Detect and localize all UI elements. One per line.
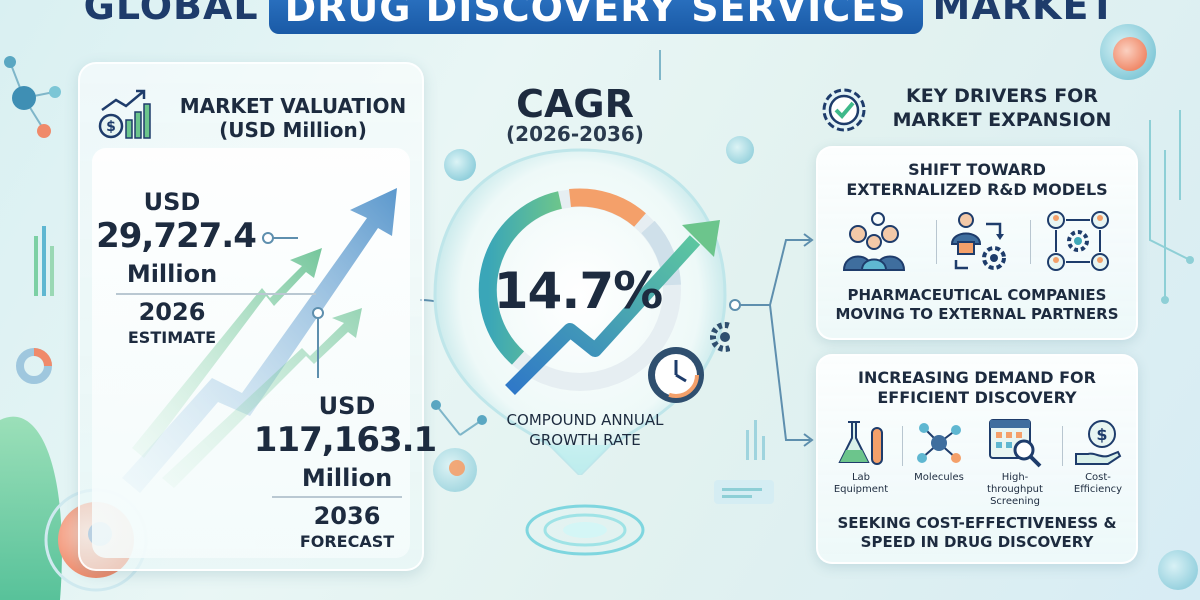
forecast-divider (272, 496, 402, 498)
card2-foot-line1: Seeking Cost-Effectiveness & (837, 514, 1117, 532)
molecule-icon (917, 423, 961, 463)
card1-head-line2: Externalized R&D Models (846, 180, 1108, 199)
title-part2: Market (932, 0, 1117, 28)
card2-head-line2: Efficient Discovery (877, 388, 1077, 407)
card1-separator-2 (1030, 220, 1031, 264)
cost-label-line1: Cost- (1085, 472, 1111, 483)
mv-title-line2: (USD Million) (219, 118, 367, 142)
item-lab-equipment: Lab Equipment (824, 418, 898, 504)
gauge-clock-icon (648, 322, 730, 403)
estimate-value: 29,727.4 (96, 216, 257, 256)
cagr-desc-line1: Compound Annual (506, 411, 664, 429)
transfer-icon (950, 212, 1006, 270)
dollar-chart-icon: $ (98, 89, 151, 139)
estimate-year: 2026 (138, 298, 206, 326)
cagr-title: CAGR (516, 82, 634, 126)
cagr-description: Compound Annual Growth Rate (470, 410, 700, 450)
card2-head-line1: Increasing Demand for (858, 368, 1096, 387)
kd-title-line1: Key Drivers for (906, 85, 1098, 107)
card2-separator-1 (902, 426, 903, 466)
screening-icon (989, 419, 1042, 468)
cagr-desc-line2: Growth Rate (529, 431, 641, 449)
cost-label-line2: Efficiency (1073, 484, 1123, 495)
item-molecules: Molecules (904, 418, 974, 504)
cost-efficiency-label: Cost- Efficiency (1064, 472, 1132, 496)
card2-footer: Seeking Cost-Effectiveness & Speed in Dr… (818, 514, 1136, 552)
cagr-years: (2026-2036) (506, 122, 644, 146)
team-icon (842, 212, 906, 271)
estimate-currency: USD (143, 188, 201, 216)
card1-foot-line2: Moving to External Partners (835, 305, 1119, 323)
card2-separator-2 (1062, 426, 1063, 466)
card1-heading: Shift Toward Externalized R&D Models (818, 160, 1136, 200)
cagr-base-glow (525, 504, 645, 556)
market-valuation-content: USD 29,727.4 Million 2026 Estimate USD 1… (92, 148, 437, 558)
market-valuation-panel: $ Market Valuation (USD Million) (78, 62, 437, 571)
forecast-currency: USD (318, 392, 376, 420)
estimate-divider (116, 293, 316, 295)
flask-icon (838, 421, 883, 465)
market-valuation-title: Market Valuation (USD Million) (168, 94, 418, 142)
mv-title-line1: Market Valuation (179, 94, 407, 118)
lab-equipment-label: Lab Equipment (824, 472, 898, 496)
card1-foot-line1: Pharmaceutical Companies (847, 286, 1107, 304)
forecast-label: Forecast (299, 532, 395, 551)
screening-label: High-throughput Screening (974, 472, 1056, 508)
lab-label-line1: Lab (851, 472, 871, 483)
title-highlight: Drug Discovery Services (268, 0, 923, 34)
network-icon (1047, 211, 1109, 271)
screening-label-line1: High-throughput (987, 472, 1043, 495)
molecules-label-line1: Molecules (914, 472, 964, 483)
card1-footer: Pharmaceutical Companies Moving to Exter… (818, 286, 1136, 324)
forecast-unit: Million (301, 464, 393, 492)
forecast-value: 117,163.1 (253, 420, 437, 460)
estimate-label: Estimate (127, 328, 217, 347)
kd-title-line2: Market Expansion (892, 109, 1112, 131)
gear-check-icon (822, 88, 866, 132)
svg-text:$: $ (106, 119, 116, 135)
item-cost-efficiency: $ Cost- Efficiency (1064, 418, 1132, 504)
cagr-value: 14.7% (493, 262, 663, 320)
driver-card-efficient-discovery: Increasing Demand for Efficient Discover… (816, 354, 1138, 564)
growth-arrows (122, 188, 397, 493)
screening-label-line2: Screening (990, 496, 1040, 507)
molecules-label: Molecules (904, 472, 974, 484)
card2-heading: Increasing Demand for Efficient Discover… (818, 368, 1136, 408)
estimate-unit: Million (126, 260, 218, 288)
key-drivers-title: Key Drivers for Market Expansion (872, 84, 1132, 132)
card2-foot-line2: Speed in Drug Discovery (860, 533, 1094, 551)
forecast-year: 2036 (313, 502, 381, 530)
cagr-gauge (433, 148, 730, 475)
lab-label-line2: Equipment (833, 484, 889, 495)
item-screening: High-throughput Screening (974, 418, 1056, 507)
card1-separator-1 (936, 220, 937, 264)
svg-text:$: $ (1096, 425, 1107, 444)
hand-coin-icon: $ (1075, 420, 1122, 465)
market-valuation-header: $ Market Valuation (USD Million) (80, 76, 422, 146)
driver-card-externalized: Shift Toward Externalized R&D Models Pha… (816, 146, 1138, 340)
page-title: Global Drug Discovery Services Market (0, 0, 1200, 36)
title-part1: Global (83, 0, 259, 28)
card1-head-line1: Shift Toward (908, 160, 1046, 179)
